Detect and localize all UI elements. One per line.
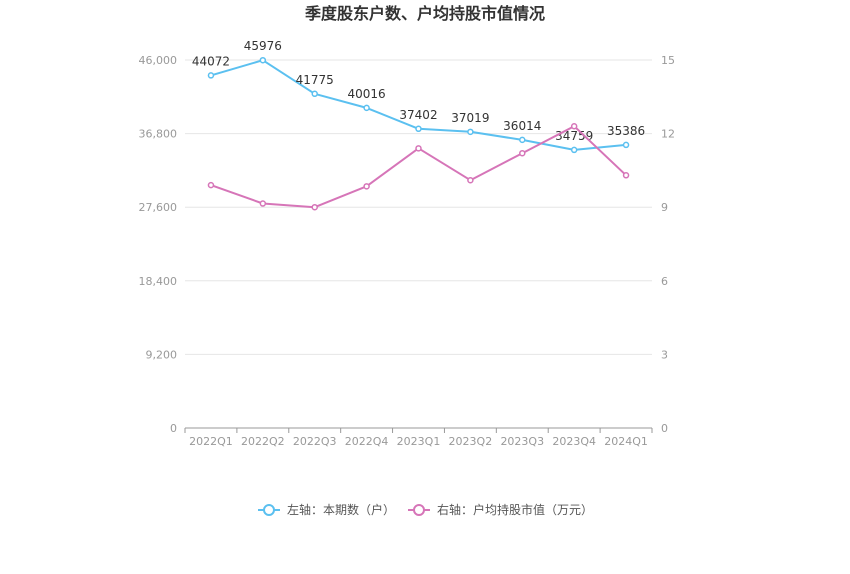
data-point[interactable]	[207, 72, 215, 79]
data-point[interactable]	[363, 104, 370, 112]
left-tick-label: 46,000	[139, 54, 178, 67]
data-label: 37019	[451, 111, 489, 125]
x-tick-label: 2024Q1	[604, 435, 648, 448]
left-tick-label: 9,200	[146, 348, 178, 361]
legend-item-2[interactable]: 右轴：户均持股市值（万元）	[408, 502, 593, 517]
left-tick-label: 18,400	[139, 275, 178, 288]
data-point[interactable]	[467, 128, 474, 136]
legend-label: 左轴：本期数（户）	[287, 502, 395, 517]
data-label: 37402	[399, 108, 437, 122]
x-tick-label: 2023Q2	[449, 435, 493, 448]
x-axis: 2022Q1 2022Q2 2022Q3 2022Q4 2023Q1 2023Q2 2023…	[184, 427, 653, 448]
data-label: 45976	[244, 39, 282, 53]
data-label: 40016	[348, 87, 386, 101]
left-axis: 0 9,200 18,400 27,600 36,800 46,000	[139, 54, 178, 435]
legend-swatch-marker	[263, 504, 275, 516]
data-point[interactable]	[519, 136, 526, 144]
right-tick-label: 6	[661, 275, 668, 288]
x-tick-label: 2023Q4	[552, 435, 596, 448]
data-label: 35386	[607, 124, 645, 138]
data-point[interactable]	[259, 200, 267, 207]
legend-swatch-marker	[413, 504, 425, 516]
left-tick-label: 27,600	[139, 201, 178, 214]
x-tick-label: 2022Q1	[189, 435, 233, 448]
left-tick-label: 36,800	[139, 128, 178, 141]
x-tick-label: 2022Q4	[345, 435, 389, 448]
right-tick-label: 15	[661, 54, 675, 67]
series-layer: 44072 45976 41775 40016 37402 37019 36014 34759…	[192, 39, 645, 211]
right-axis: 0 3 6 9 12 15	[661, 54, 675, 435]
data-point[interactable]	[259, 56, 267, 64]
chart-title: 季度股东户数、户均持股市值情况	[304, 4, 545, 23]
right-tick-label: 9	[661, 201, 668, 214]
x-tick-label: 2023Q1	[397, 435, 441, 448]
data-point[interactable]	[311, 203, 318, 211]
data-point[interactable]	[467, 176, 474, 184]
left-tick-label: 0	[170, 422, 177, 435]
data-label: 36014	[503, 119, 541, 133]
right-tick-label: 3	[661, 348, 668, 361]
right-tick-label: 0	[661, 422, 668, 435]
data-point[interactable]	[363, 183, 370, 190]
data-point[interactable]	[622, 141, 630, 149]
legend-item-1[interactable]: 左轴：本期数（户）	[258, 502, 395, 517]
data-point[interactable]	[415, 145, 422, 152]
gridlines	[185, 59, 652, 355]
data-label: 44072	[192, 54, 230, 68]
data-label: 41775	[296, 73, 334, 87]
data-point[interactable]	[622, 172, 630, 179]
data-point[interactable]	[570, 122, 578, 130]
right-tick-label: 12	[661, 128, 675, 141]
data-point[interactable]	[570, 146, 578, 154]
legend[interactable]: 左轴：本期数（户） 右轴：户均持股市值（万元）	[258, 502, 593, 517]
x-tick-label: 2022Q3	[293, 435, 337, 448]
data-point[interactable]	[311, 90, 318, 98]
x-tick-label: 2022Q2	[241, 435, 285, 448]
legend-label: 右轴：户均持股市值（万元）	[437, 502, 593, 517]
data-point[interactable]	[519, 149, 526, 157]
x-tick-label: 2023Q3	[500, 435, 544, 448]
data-label: 34759	[555, 129, 593, 143]
data-point[interactable]	[415, 125, 422, 133]
data-point[interactable]	[207, 181, 215, 189]
